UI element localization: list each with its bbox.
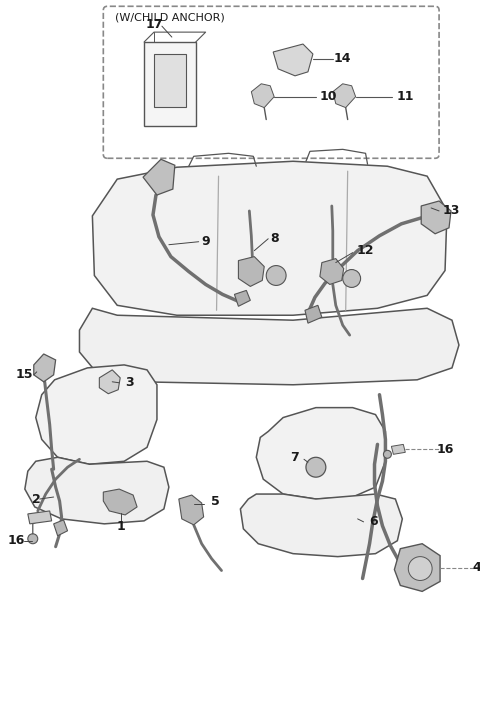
Polygon shape [305, 305, 322, 323]
Text: 13: 13 [442, 204, 460, 218]
Polygon shape [421, 201, 451, 234]
Circle shape [306, 457, 326, 477]
Polygon shape [395, 544, 440, 591]
Text: 5: 5 [211, 494, 220, 508]
Polygon shape [144, 42, 196, 126]
Polygon shape [92, 161, 447, 315]
Polygon shape [28, 511, 52, 524]
Polygon shape [179, 495, 204, 525]
Text: 3: 3 [125, 376, 133, 390]
Circle shape [343, 270, 360, 287]
Text: 16: 16 [7, 534, 24, 548]
Polygon shape [333, 84, 356, 107]
Polygon shape [34, 354, 56, 382]
Circle shape [408, 557, 432, 581]
Text: 2: 2 [32, 493, 41, 505]
Text: 4: 4 [472, 561, 480, 574]
Text: 10: 10 [319, 90, 336, 103]
Circle shape [266, 265, 286, 286]
Polygon shape [80, 308, 459, 385]
Text: 12: 12 [357, 244, 374, 257]
Polygon shape [234, 291, 251, 306]
Polygon shape [99, 370, 120, 394]
Circle shape [28, 534, 38, 544]
Circle shape [384, 451, 391, 458]
Polygon shape [154, 54, 186, 107]
Polygon shape [103, 489, 137, 515]
Text: 9: 9 [201, 235, 210, 249]
Polygon shape [273, 44, 313, 76]
Polygon shape [240, 494, 402, 557]
FancyBboxPatch shape [103, 6, 439, 158]
Text: 17: 17 [145, 18, 163, 31]
Polygon shape [54, 520, 68, 536]
Text: 6: 6 [369, 515, 378, 529]
Text: 15: 15 [15, 369, 33, 381]
Polygon shape [391, 444, 405, 454]
Text: 16: 16 [436, 443, 454, 456]
Text: 8: 8 [270, 232, 278, 245]
Polygon shape [25, 457, 169, 524]
Text: 7: 7 [289, 451, 299, 464]
Text: 11: 11 [396, 90, 414, 103]
Polygon shape [239, 257, 264, 286]
Text: 1: 1 [117, 520, 126, 534]
Text: (W/CHILD ANCHOR): (W/CHILD ANCHOR) [115, 12, 225, 22]
Polygon shape [252, 84, 274, 107]
Polygon shape [320, 258, 344, 284]
Polygon shape [36, 365, 157, 464]
Polygon shape [143, 159, 175, 195]
Polygon shape [256, 408, 385, 499]
Text: 14: 14 [334, 53, 351, 65]
